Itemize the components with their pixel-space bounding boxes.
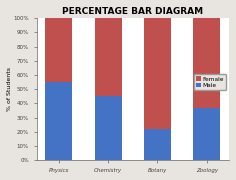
Bar (144, 129, 171, 160)
Legend: Female, Male: Female, Male (194, 74, 226, 90)
Y-axis label: % of Students: % of Students (7, 67, 12, 111)
Bar (45, 18, 72, 82)
Title: PERCENTAGE BAR DIAGRAM: PERCENTAGE BAR DIAGRAM (62, 7, 203, 16)
Bar (45, 82, 72, 160)
Bar (193, 18, 220, 108)
Bar (95, 18, 122, 96)
Bar (144, 18, 171, 129)
Bar (95, 96, 122, 160)
Bar (193, 108, 220, 160)
